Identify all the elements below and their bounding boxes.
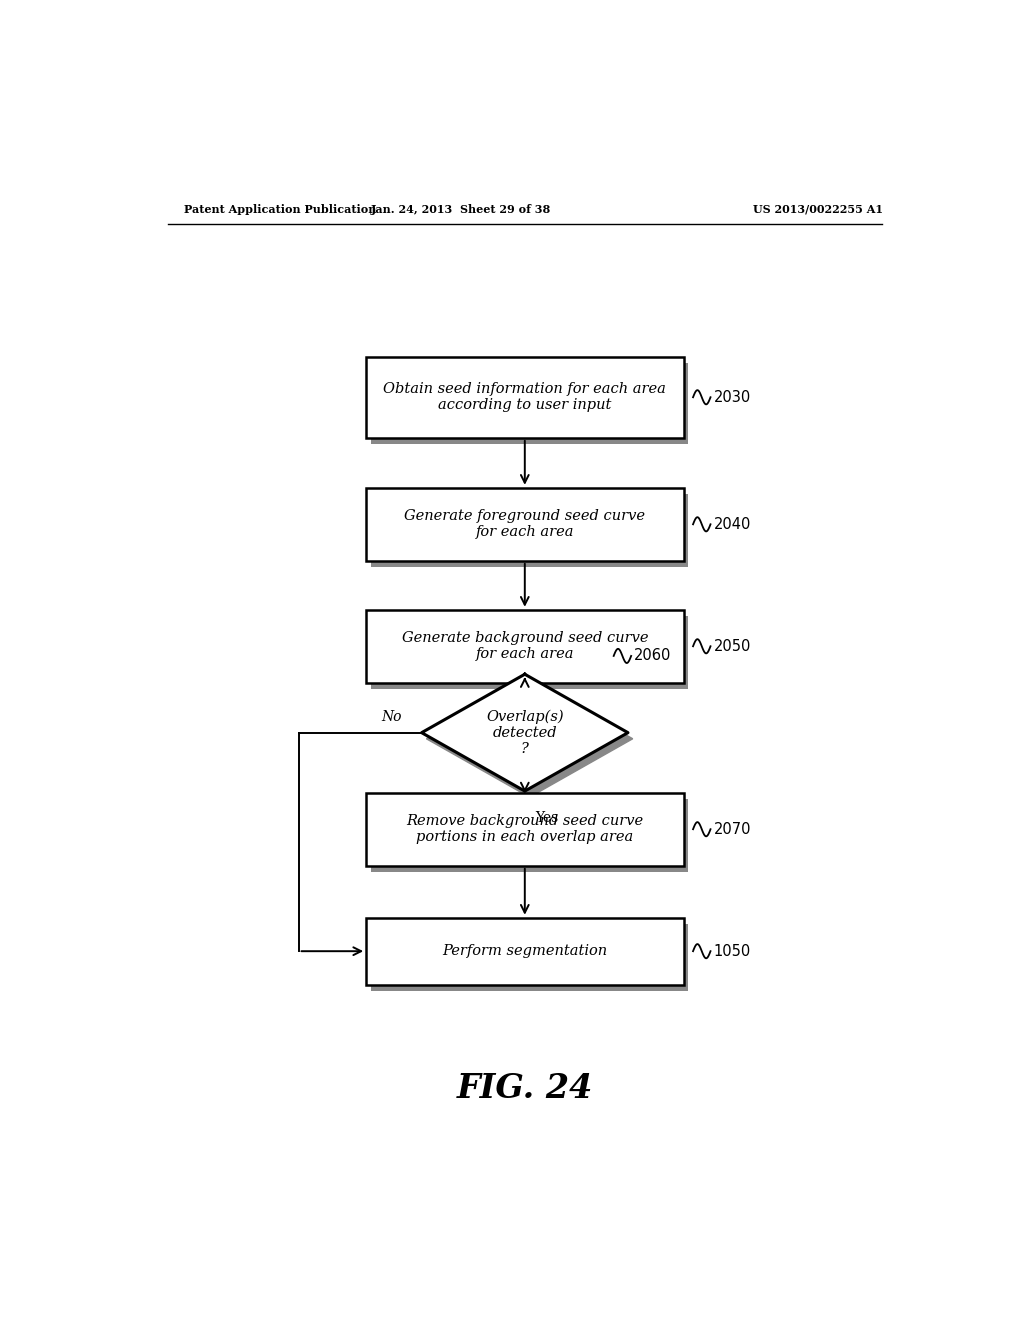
FancyBboxPatch shape [367,487,684,561]
Text: 2030: 2030 [714,389,751,405]
FancyBboxPatch shape [371,615,688,689]
Text: 2040: 2040 [714,517,751,532]
Text: Overlap(s)
detected
?: Overlap(s) detected ? [486,709,563,756]
FancyBboxPatch shape [367,917,684,985]
Polygon shape [422,675,628,791]
FancyBboxPatch shape [367,610,684,682]
Text: Jan. 24, 2013  Sheet 29 of 38: Jan. 24, 2013 Sheet 29 of 38 [371,203,552,215]
Text: FIG. 24: FIG. 24 [457,1072,593,1105]
FancyBboxPatch shape [367,356,684,438]
Text: Generate foreground seed curve
for each area: Generate foreground seed curve for each … [404,510,645,540]
Text: 1050: 1050 [714,944,751,958]
Polygon shape [426,680,633,797]
Text: Obtain seed information for each area
according to user input: Obtain seed information for each area ac… [383,383,667,412]
FancyBboxPatch shape [367,792,684,866]
Text: Patent Application Publication: Patent Application Publication [183,203,376,215]
Text: US 2013/0022255 A1: US 2013/0022255 A1 [754,203,884,215]
FancyBboxPatch shape [371,924,688,991]
Text: No: No [381,710,401,725]
Text: 2050: 2050 [714,639,751,653]
FancyBboxPatch shape [371,799,688,873]
Text: 2060: 2060 [634,648,672,664]
Text: 2070: 2070 [714,822,752,837]
FancyBboxPatch shape [371,363,688,444]
Text: Remove background seed curve
portions in each overlap area: Remove background seed curve portions in… [407,814,643,845]
Text: Perform segmentation: Perform segmentation [442,944,607,958]
FancyBboxPatch shape [371,494,688,568]
Text: Generate background seed curve
for each area: Generate background seed curve for each … [401,631,648,661]
Text: Yes: Yes [536,812,558,825]
